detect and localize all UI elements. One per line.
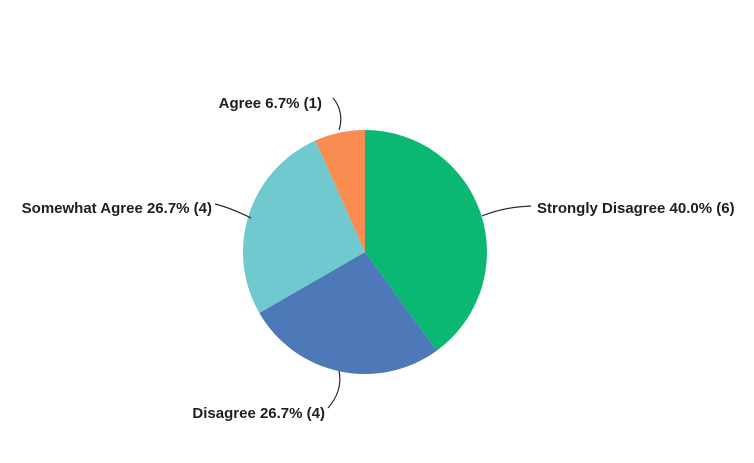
pie-slice-strongly-disagree[interactable] — [365, 130, 488, 351]
leader-line-disagree — [327, 370, 341, 409]
slice-label-agree: Agree 6.7% (1) — [218, 95, 322, 112]
slice-label-somewhat-agree: Somewhat Agree 26.7% (4) — [21, 200, 212, 217]
slice-label-strongly-disagree: Strongly Disagree 40.0% (6) — [537, 200, 735, 217]
leader-line-agree — [332, 97, 342, 131]
pie-slice-disagree[interactable] — [259, 252, 437, 375]
leader-lines-group — [214, 97, 532, 409]
pie-slice-agree[interactable] — [315, 130, 365, 252]
pie-slices-group — [242, 130, 488, 375]
pie-slice-somewhat-agree[interactable] — [242, 140, 365, 313]
leader-line-strongly-disagree — [481, 205, 532, 217]
leader-line-somewhat-agree — [214, 203, 252, 219]
slice-label-disagree: Disagree 26.7% (4) — [192, 405, 325, 422]
